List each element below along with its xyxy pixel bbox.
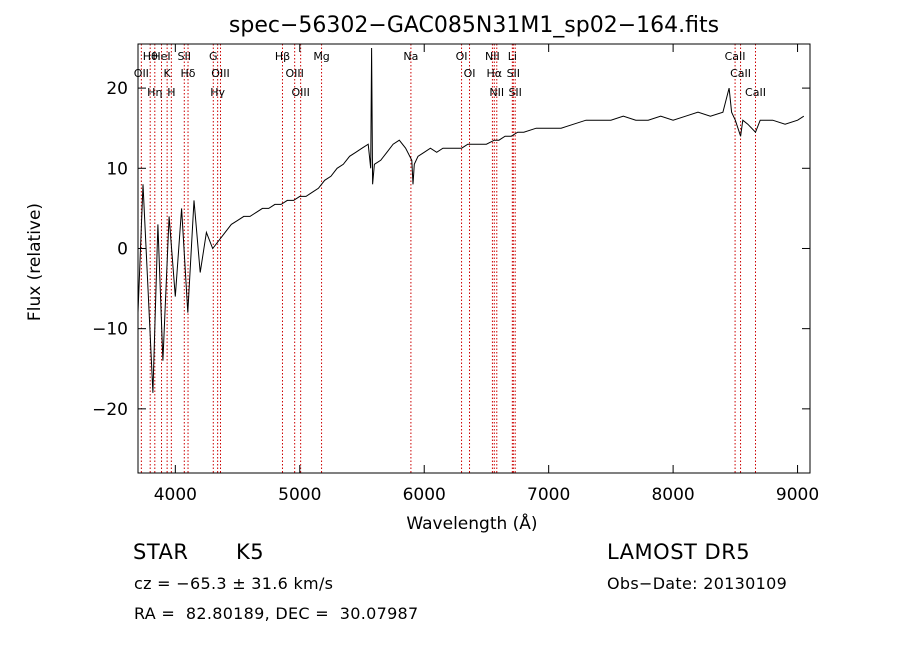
x-tick-label-3: 7000 — [527, 485, 570, 505]
x-tick-label-2: 6000 — [403, 485, 446, 505]
x-axis-ticks: 4000 5000 6000 7000 8000 9000 — [154, 44, 819, 505]
obs-date: Obs−Date: 20130109 — [607, 574, 788, 593]
chart-title: spec−56302−GAC085N31M1_sp02−164.fits — [229, 13, 719, 38]
y-axis-ticks: −20 −10 0 10 20 — [92, 79, 810, 420]
y-tick-label-0: −20 — [92, 400, 128, 420]
y-axis-label: Flux (relative) — [25, 203, 45, 321]
y-tick-label-2: 0 — [117, 239, 128, 259]
line-label-8: G — [209, 50, 218, 63]
line-label-15: Na — [403, 50, 418, 63]
line-label-13: OIII — [291, 86, 309, 99]
line-label-22: SII — [507, 67, 520, 80]
line-label-9: OIII — [211, 67, 229, 80]
line-label-26: CaII — [745, 86, 766, 99]
line-label-12: OIII — [285, 67, 303, 80]
plot-frame — [137, 43, 811, 474]
spectrum-series — [137, 47, 805, 393]
spectrum-line-0 — [137, 47, 805, 393]
line-label-1: OII — [134, 67, 149, 80]
survey-name: LAMOST DR5 — [607, 540, 751, 564]
line-label-0: Hθ — [143, 50, 158, 63]
line-label-2: Hη — [147, 86, 162, 99]
line-label-10: Hγ — [210, 86, 225, 99]
y-tick-label-1: −10 — [92, 320, 128, 340]
x-axis-label: Wavelength (Å) — [406, 512, 537, 534]
line-label-11: Hβ — [275, 50, 290, 63]
line-label-20: NII — [489, 86, 504, 99]
y-tick-label-4: 20 — [106, 79, 128, 99]
line-label-19: Hα — [487, 67, 503, 80]
line-label-18: NII — [485, 50, 500, 63]
line-label-16: OI — [456, 50, 468, 63]
line-label-3: HeI — [152, 50, 170, 63]
line-label-21: Li — [508, 50, 517, 63]
line-label-23: SII — [508, 86, 521, 99]
line-label-25: CaII — [730, 67, 751, 80]
line-label-5: H — [167, 86, 175, 99]
line-label-14: Mg — [313, 50, 329, 63]
line-label-17: OI — [464, 67, 476, 80]
line-label-4: K — [164, 67, 172, 80]
line-label-24: CaII — [725, 50, 746, 63]
x-tick-label-5: 9000 — [776, 485, 819, 505]
emission-line-markers — [140, 44, 756, 473]
x-tick-label-1: 5000 — [278, 485, 321, 505]
x-tick-label-4: 8000 — [651, 485, 694, 505]
redshift-readout: cz = −65.3 ± 31.6 km/s — [134, 574, 334, 593]
x-tick-label-0: 4000 — [154, 485, 197, 505]
line-label-6: SII — [178, 50, 191, 63]
object-subclass: K5 — [236, 540, 265, 564]
coordinates: RA = 82.80189, DEC = 30.07987 — [134, 604, 419, 623]
line-label-7: Hδ — [181, 67, 196, 80]
y-tick-label-3: 10 — [106, 159, 128, 179]
emission-line-labels: Hθ OII Hη HeI KH SII Hδ G OIII Hγ Hβ OIII OIII Mg Na OI… — [134, 50, 766, 99]
object-class: STAR — [133, 540, 189, 564]
